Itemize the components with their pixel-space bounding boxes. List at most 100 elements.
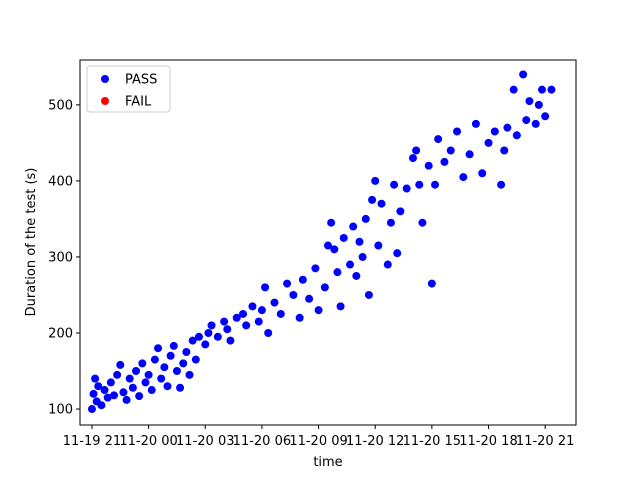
- axes-frame: [79, 59, 577, 426]
- point: [154, 344, 163, 353]
- point: [396, 207, 405, 216]
- point: [314, 306, 323, 315]
- point: [478, 169, 487, 178]
- point: [311, 264, 320, 273]
- point: [172, 367, 181, 376]
- x-tick-label: 11-20 15: [403, 434, 461, 449]
- point: [490, 127, 499, 136]
- y-tick-label: 400: [48, 174, 73, 189]
- point: [283, 279, 292, 288]
- point: [132, 367, 141, 376]
- point: [484, 138, 493, 147]
- point: [440, 157, 449, 166]
- point: [531, 119, 540, 128]
- point: [519, 70, 528, 79]
- point: [87, 405, 96, 414]
- point: [339, 233, 348, 242]
- x-tick-label: 11-20 21: [516, 434, 574, 449]
- point: [415, 180, 424, 189]
- point: [497, 180, 506, 189]
- point: [128, 383, 137, 392]
- point: [103, 393, 112, 402]
- point: [276, 309, 285, 318]
- point: [270, 298, 279, 307]
- point: [264, 328, 273, 337]
- point: [453, 127, 462, 136]
- point: [534, 100, 543, 109]
- x-tick-label: 11-19 21: [63, 434, 121, 449]
- point: [261, 283, 270, 292]
- point: [538, 85, 547, 94]
- point: [346, 260, 355, 269]
- point: [100, 386, 109, 395]
- point: [522, 116, 531, 125]
- point: [459, 173, 468, 182]
- x-tick-label: 11-20 06: [233, 434, 291, 449]
- point: [305, 294, 314, 303]
- point: [390, 180, 399, 189]
- point: [141, 378, 150, 387]
- point: [97, 401, 106, 410]
- point: [201, 340, 210, 349]
- x-tick-label: 11-20 12: [346, 434, 404, 449]
- point: [402, 184, 411, 193]
- point: [109, 391, 118, 400]
- point: [377, 199, 386, 208]
- point: [541, 112, 550, 121]
- point: [349, 222, 358, 231]
- point: [364, 290, 373, 299]
- point: [330, 245, 339, 254]
- point: [509, 85, 518, 94]
- point: [220, 317, 229, 326]
- point: [361, 214, 370, 223]
- point: [257, 306, 266, 315]
- point: [358, 252, 367, 261]
- point: [226, 336, 235, 345]
- point: [327, 218, 336, 227]
- point: [113, 370, 122, 379]
- point: [150, 355, 159, 364]
- point: [383, 260, 392, 269]
- plot-area: [87, 70, 556, 414]
- point: [125, 374, 134, 383]
- point: [446, 146, 455, 155]
- point: [547, 85, 556, 94]
- point: [144, 370, 153, 379]
- point: [160, 363, 169, 372]
- point: [412, 146, 421, 155]
- point: [204, 328, 213, 337]
- legend-marker: [101, 97, 109, 105]
- point: [336, 302, 345, 311]
- point: [223, 325, 232, 334]
- point: [525, 97, 534, 106]
- point: [393, 249, 402, 258]
- point: [408, 154, 417, 163]
- point: [89, 389, 98, 398]
- point: [232, 313, 241, 322]
- point: [191, 355, 200, 364]
- point: [163, 382, 172, 391]
- point: [320, 283, 329, 292]
- point: [207, 321, 216, 330]
- point: [368, 195, 377, 204]
- point: [182, 348, 191, 356]
- legend-label: FAIL: [125, 95, 152, 110]
- y-tick-label: 500: [48, 98, 73, 113]
- point: [254, 317, 263, 326]
- point: [239, 309, 248, 318]
- point: [374, 241, 383, 250]
- point: [503, 123, 512, 132]
- x-tick-label: 11-20 09: [289, 434, 347, 449]
- x-tick-label: 11-20 00: [119, 434, 177, 449]
- point: [295, 313, 304, 322]
- point: [194, 332, 203, 341]
- point: [298, 275, 307, 284]
- point: [289, 290, 298, 299]
- point: [176, 383, 185, 392]
- point: [386, 218, 395, 227]
- point: [169, 341, 178, 350]
- point: [324, 241, 332, 250]
- point: [91, 374, 100, 383]
- y-axis-label: Duration of the test (s): [24, 168, 39, 317]
- point: [122, 395, 131, 404]
